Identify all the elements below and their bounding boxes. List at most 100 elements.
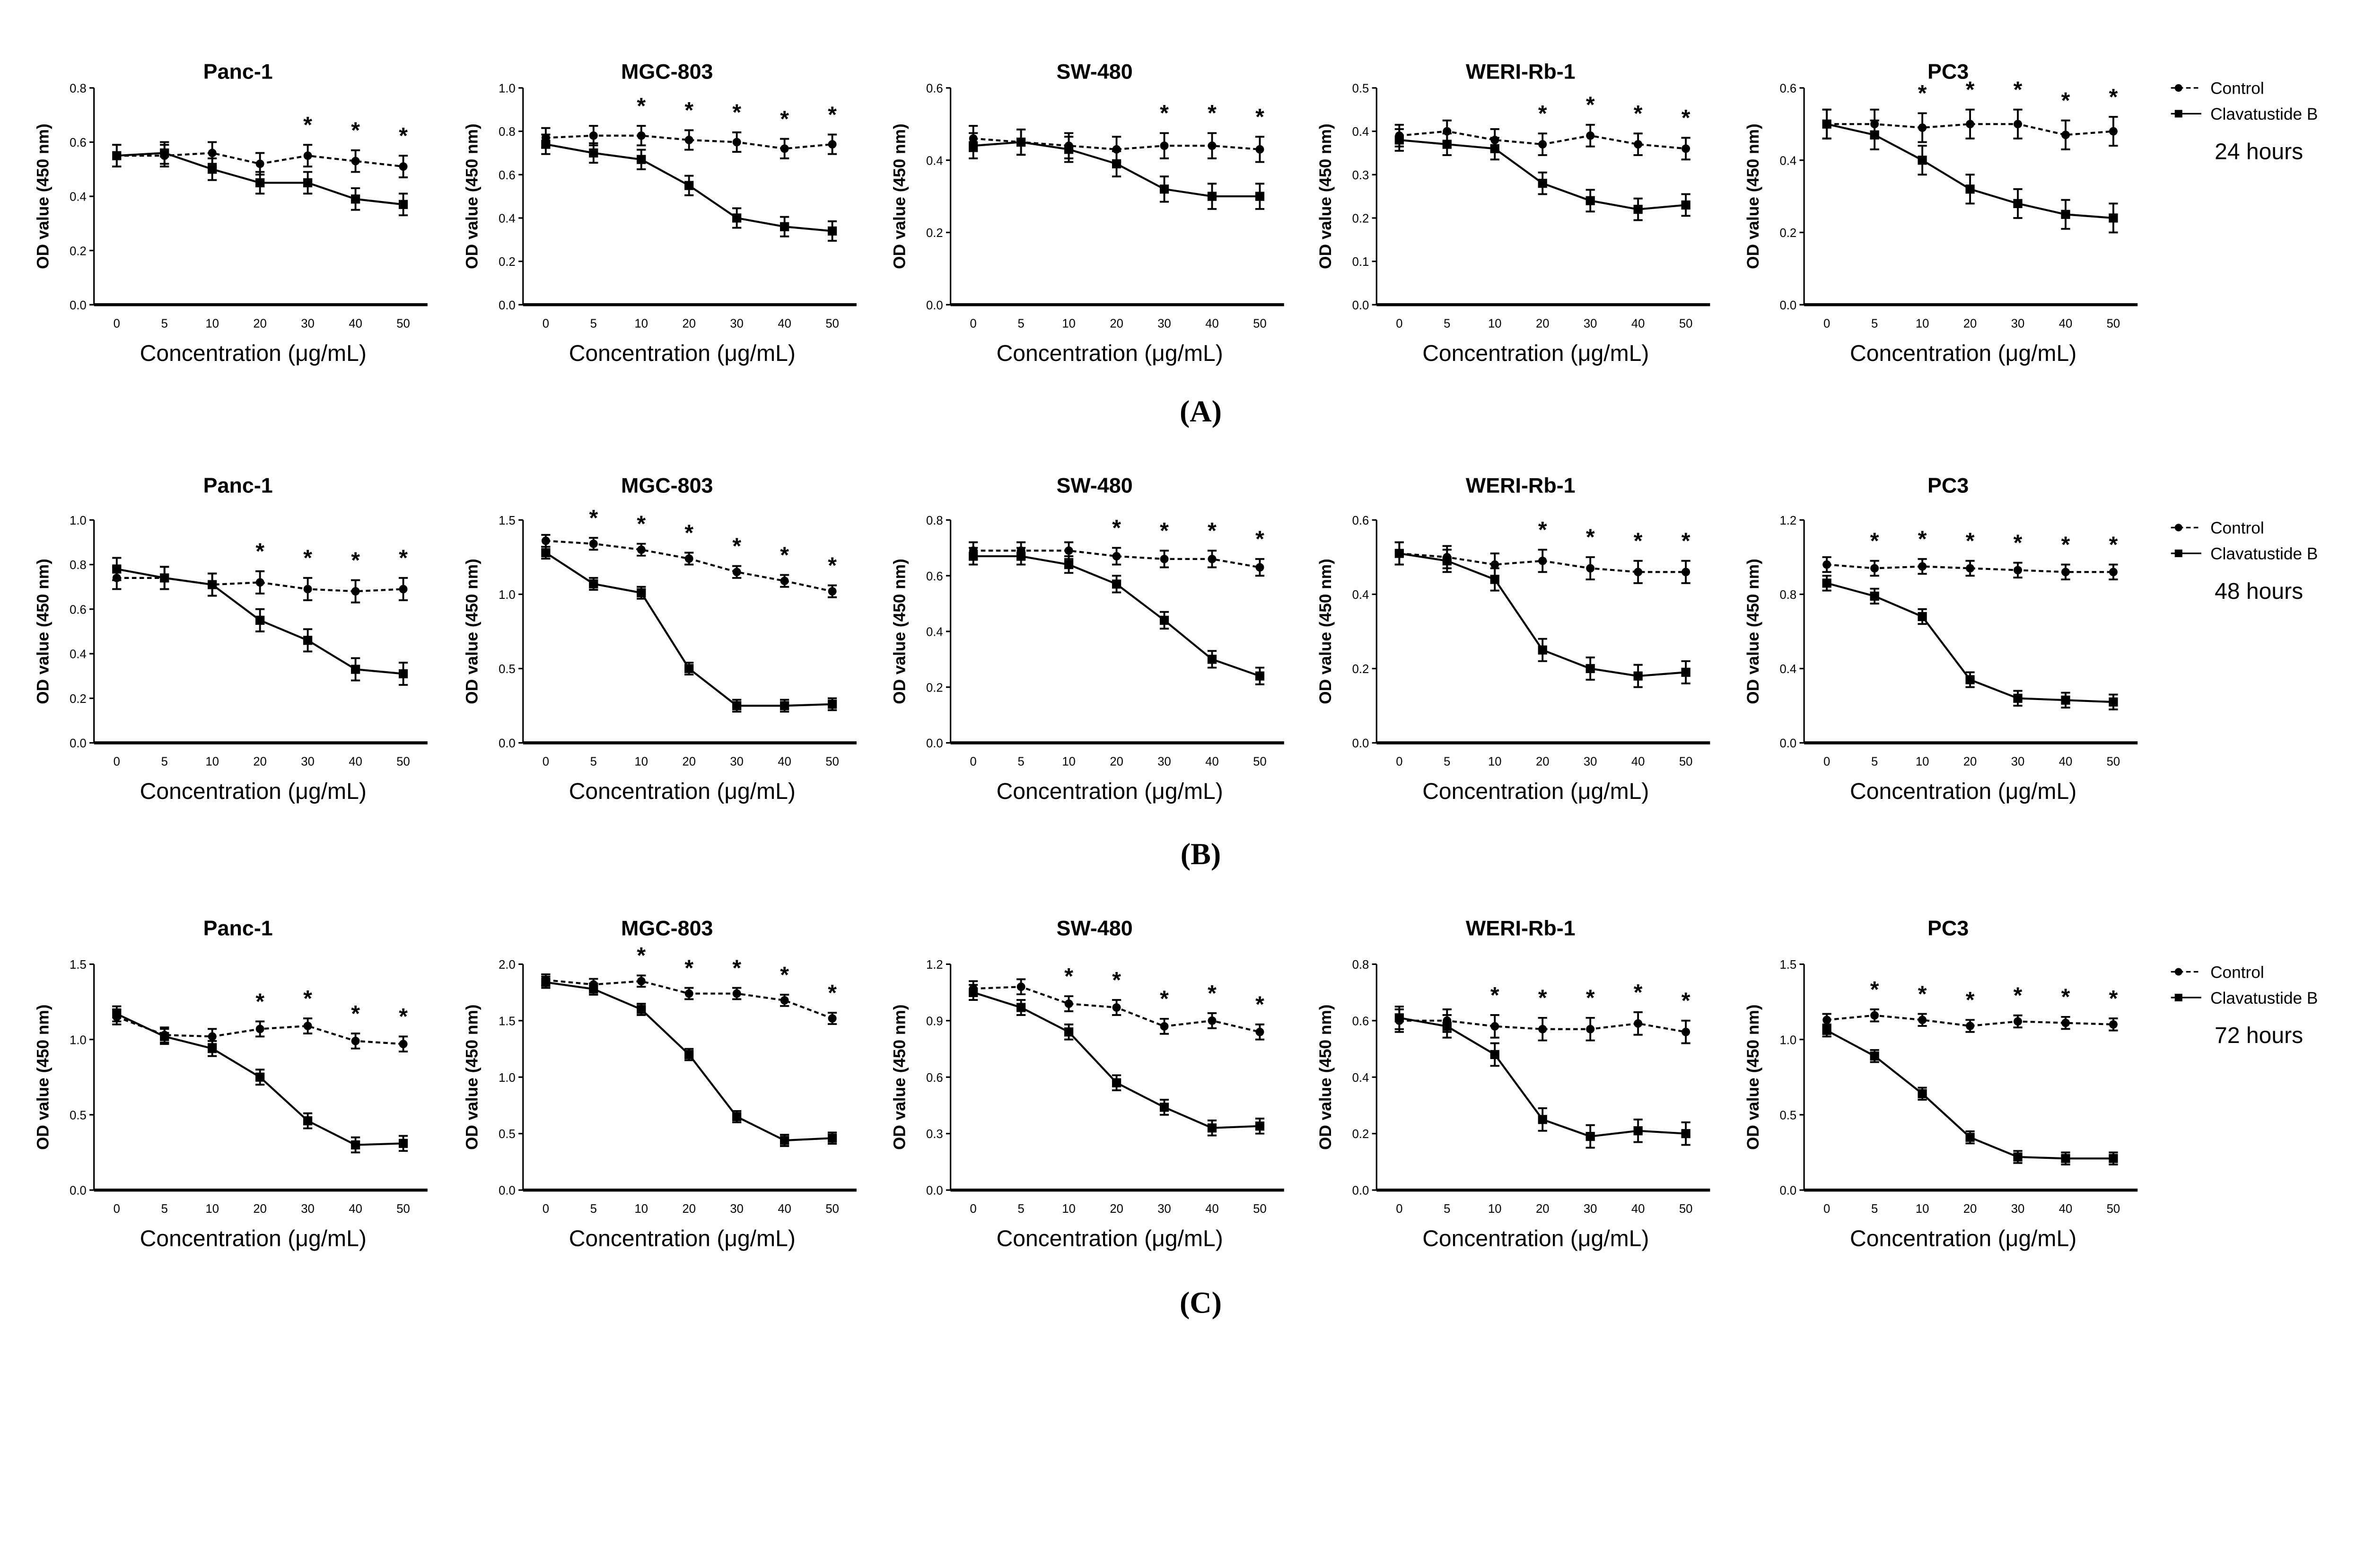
data-point-control xyxy=(780,577,789,586)
data-point-control xyxy=(684,554,693,563)
y-tick-label: 1.0 xyxy=(499,1071,516,1085)
x-axis-label: Concentration (μg/mL) xyxy=(569,341,796,366)
x-tick-label: 0 xyxy=(114,317,120,330)
data-point-clavatustide xyxy=(2109,1154,2118,1163)
data-point-control xyxy=(828,587,837,596)
x-tick-label: 10 xyxy=(1062,755,1076,769)
data-point-clavatustide xyxy=(208,1044,217,1053)
y-tick-label: 0.0 xyxy=(1352,737,1369,750)
x-tick-label: 10 xyxy=(1916,755,1929,769)
time-label: 72 hours xyxy=(2215,1023,2303,1048)
significance-star: * xyxy=(780,106,789,132)
x-tick-label: 30 xyxy=(730,317,744,330)
y-tick-label: 0.0 xyxy=(70,737,87,750)
data-point-clavatustide xyxy=(541,548,551,558)
data-point-control xyxy=(1634,1019,1643,1028)
x-tick-label: 5 xyxy=(161,317,168,330)
significance-star: * xyxy=(828,553,837,578)
significance-star: * xyxy=(1682,105,1691,131)
x-tick-label: 5 xyxy=(1871,317,1878,330)
y-tick-label: 0.6 xyxy=(70,136,87,149)
x-tick-label: 50 xyxy=(1679,1202,1693,1216)
data-point-clavatustide xyxy=(637,588,646,597)
legend-marker-clavatustide xyxy=(2174,549,2182,557)
subplot-weri-rb-1: WERI-Rb-1 0.0 0.2 0.4 0.6 0 5 10 20 30 40 50 Concent… xyxy=(1316,473,1710,804)
x-tick-label: 40 xyxy=(2059,317,2073,330)
x-tick-label: 50 xyxy=(1679,317,1693,330)
data-point-clavatustide xyxy=(1538,645,1547,655)
x-tick-label: 0 xyxy=(1396,755,1402,769)
significance-star: * xyxy=(1586,985,1595,1011)
x-tick-label: 20 xyxy=(1963,755,1977,769)
data-point-clavatustide xyxy=(828,226,837,236)
data-point-clavatustide xyxy=(589,148,598,158)
data-point-control xyxy=(1822,560,1831,569)
x-axis-label: Concentration (μg/mL) xyxy=(1422,341,1649,366)
x-tick-label: 5 xyxy=(1444,1202,1450,1216)
data-point-control xyxy=(1634,140,1643,149)
subplot-pc3: PC3 0.0 0.4 0.8 1.2 0 5 10 20 30 40 50 Concentration… xyxy=(1744,473,2138,804)
x-tick-label: 10 xyxy=(635,755,648,769)
data-point-control xyxy=(541,536,550,545)
data-point-control xyxy=(1160,141,1169,150)
data-point-control xyxy=(1586,564,1595,573)
x-tick-label: 20 xyxy=(1536,1202,1550,1216)
y-tick-label: 0.4 xyxy=(70,191,87,204)
data-point-clavatustide xyxy=(1870,1051,1879,1061)
data-point-control xyxy=(589,539,598,548)
subplot-panc-1: Panc-1 0.0 0.5 1.0 1.5 0 5 10 20 30 40 50 Concentrat… xyxy=(34,916,428,1252)
y-tick-label: 0.6 xyxy=(1779,82,1796,96)
y-tick-label: 0.4 xyxy=(1352,125,1369,139)
data-point-clavatustide xyxy=(303,178,313,188)
x-tick-label: 0 xyxy=(543,755,549,769)
y-tick-label: 1.0 xyxy=(70,1034,87,1047)
y-tick-label: 0.2 xyxy=(1352,212,1369,226)
significance-star: * xyxy=(1538,517,1547,543)
x-tick-label: 50 xyxy=(1679,755,1693,769)
significance-star: * xyxy=(1160,986,1169,1012)
y-axis-label: OD value (450 nm) xyxy=(1316,123,1335,269)
y-tick-label: 1.5 xyxy=(70,958,87,972)
x-tick-label: 40 xyxy=(2059,755,2073,769)
y-axis-label: OD value (450 nm) xyxy=(890,123,909,269)
x-tick-label: 5 xyxy=(1444,755,1450,769)
y-tick-label: 1.5 xyxy=(1779,958,1796,972)
y-tick-label: 1.0 xyxy=(70,514,87,527)
significance-star: * xyxy=(780,543,789,568)
x-tick-label: 30 xyxy=(301,755,315,769)
y-tick-label: 0.3 xyxy=(1352,169,1369,182)
data-point-clavatustide xyxy=(684,1050,694,1060)
data-point-clavatustide xyxy=(2061,695,2070,705)
y-tick-label: 0.0 xyxy=(70,1184,87,1198)
y-tick-label: 0.5 xyxy=(499,663,516,676)
data-point-control xyxy=(637,545,646,554)
data-point-control xyxy=(1208,141,1217,150)
data-point-clavatustide xyxy=(255,178,265,188)
data-point-clavatustide xyxy=(684,664,694,674)
x-tick-label: 50 xyxy=(396,1202,410,1216)
data-point-control xyxy=(399,162,408,171)
significance-star: * xyxy=(303,986,312,1011)
x-tick-label: 10 xyxy=(205,755,219,769)
subplot-pc3: PC3 0.0 0.2 0.4 0.6 0 5 10 20 30 40 50 Concentration… xyxy=(1744,60,2138,366)
significance-star: * xyxy=(2014,77,2023,103)
legend: Control Clavatustide B xyxy=(2171,519,2318,563)
x-tick-label: 40 xyxy=(1205,1202,1219,1216)
significance-star: * xyxy=(637,943,646,969)
x-tick-label: 30 xyxy=(2011,1202,2025,1216)
x-tick-label: 40 xyxy=(1205,755,1219,769)
y-axis-label: OD value (450 nm) xyxy=(1316,1004,1335,1150)
y-tick-label: 0.4 xyxy=(1779,154,1796,167)
time-label: 48 hours xyxy=(2215,578,2303,604)
x-tick-label: 20 xyxy=(1110,755,1123,769)
x-tick-label: 40 xyxy=(1631,317,1645,330)
data-point-control xyxy=(2061,1018,2070,1027)
data-point-control xyxy=(351,1036,360,1045)
x-tick-label: 50 xyxy=(396,317,410,330)
data-point-control xyxy=(399,585,408,594)
x-tick-label: 20 xyxy=(253,755,267,769)
data-point-clavatustide xyxy=(1394,135,1404,145)
legend-label-control: Control xyxy=(2210,519,2264,537)
data-point-clavatustide xyxy=(1538,1115,1547,1124)
data-point-clavatustide xyxy=(1255,671,1265,681)
